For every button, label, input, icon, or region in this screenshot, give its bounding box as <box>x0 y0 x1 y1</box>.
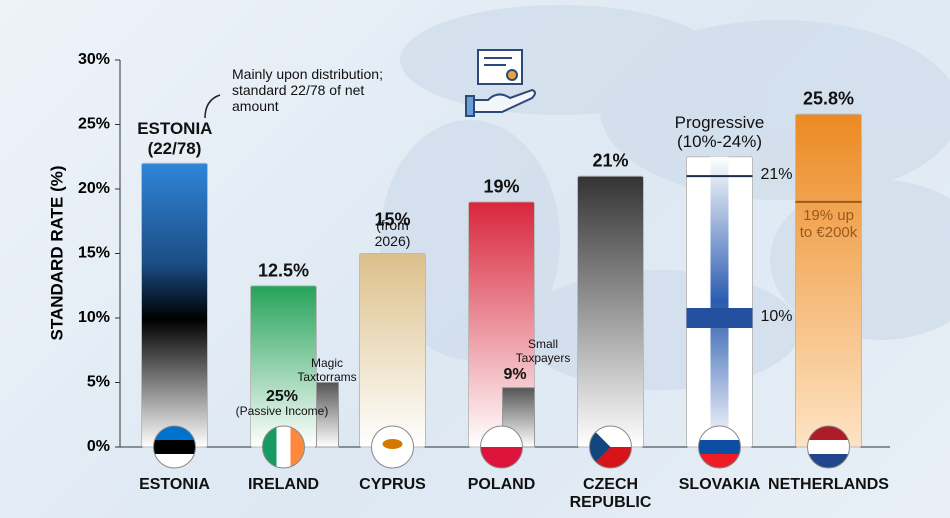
secondary-bar <box>316 382 339 448</box>
flag-stripe <box>290 426 305 468</box>
flag-border <box>480 425 523 469</box>
flag-stripe <box>480 426 523 448</box>
flag-stripe <box>371 426 414 441</box>
flag-emblem <box>382 439 403 449</box>
flag <box>153 425 196 469</box>
annotation: (Passive Income) <box>235 404 329 418</box>
flag-stripe <box>807 440 850 455</box>
flag-stripe <box>698 426 741 441</box>
flag <box>589 425 632 469</box>
flag-stripe <box>371 454 414 468</box>
y-tick-label: 10% <box>78 309 110 326</box>
bar-note: ESTONIA (22/78) <box>137 119 213 158</box>
flag-stripe <box>698 454 741 468</box>
bar <box>359 253 426 448</box>
flag-stripe <box>807 426 850 441</box>
flag <box>698 425 741 469</box>
bar-stripe <box>710 156 729 447</box>
flag-stripe <box>153 440 196 455</box>
y-tick-label: 30% <box>78 51 110 68</box>
flag-stripe <box>153 454 196 468</box>
flag <box>262 425 305 469</box>
y-axis-title: STANDARD RATE (%) <box>47 165 66 340</box>
flag <box>480 425 523 469</box>
bar <box>141 162 208 448</box>
y-tick-label: 15% <box>78 245 110 262</box>
x-tick-label: NETHERLANDS <box>768 476 889 493</box>
x-tick-label: SLOVAKIA <box>678 476 761 493</box>
flag-stripe <box>262 426 277 468</box>
flag <box>371 425 414 469</box>
y-tick-label: 5% <box>87 374 110 391</box>
bar <box>577 175 644 448</box>
annotation: 9% <box>503 366 527 383</box>
flag-border <box>698 425 741 469</box>
bar-note: Progressive (10%-24%) <box>674 112 765 152</box>
annotation: Small Taxpayers <box>515 337 571 365</box>
annotation: Magic Taxtorrams <box>297 356 357 384</box>
y-tick-label: 20% <box>78 180 110 197</box>
y-tick-label: 25% <box>78 116 110 133</box>
flag-border <box>371 425 414 469</box>
flag <box>807 425 850 469</box>
flag-stripe <box>153 426 196 441</box>
flag-stripe <box>480 447 523 468</box>
bar-note: (from 2026) <box>374 216 411 249</box>
marker-label: 10% <box>760 308 793 325</box>
annotation: 25% <box>265 388 299 405</box>
flag-stripe <box>807 454 850 468</box>
flag-border <box>262 425 305 469</box>
flag-border <box>589 425 632 469</box>
marker-label: 19% up to €200k <box>799 206 858 242</box>
value-label: 15% <box>374 208 411 229</box>
annotation: Mainly upon distribution; standard 22/78… <box>232 66 383 115</box>
flag-border <box>153 425 196 469</box>
value-label: 25.8% <box>802 88 855 109</box>
value-label: 12.5% <box>257 260 310 281</box>
x-tick-label: ESTONIA <box>139 476 210 493</box>
flag-stripe <box>276 426 291 468</box>
value-label: 21% <box>592 150 629 171</box>
marker-label: 21% <box>760 166 793 184</box>
x-tick-label: POLAND <box>467 476 536 493</box>
y-tick-label: 0% <box>87 438 110 455</box>
flag-stripe <box>698 440 741 455</box>
bar <box>795 113 862 448</box>
annotation-pointer <box>204 94 221 119</box>
flag-border <box>807 425 850 469</box>
value-label: 19% <box>483 176 520 197</box>
map-background <box>380 5 950 390</box>
x-tick-label: IRELAND <box>247 476 320 493</box>
flag-emblem <box>589 426 611 468</box>
certificate-icon <box>465 49 536 117</box>
x-tick-label: CYPRUS <box>359 476 426 493</box>
marker-band <box>686 308 753 328</box>
x-tick-label: CZECH REPUBLIC <box>569 476 652 512</box>
